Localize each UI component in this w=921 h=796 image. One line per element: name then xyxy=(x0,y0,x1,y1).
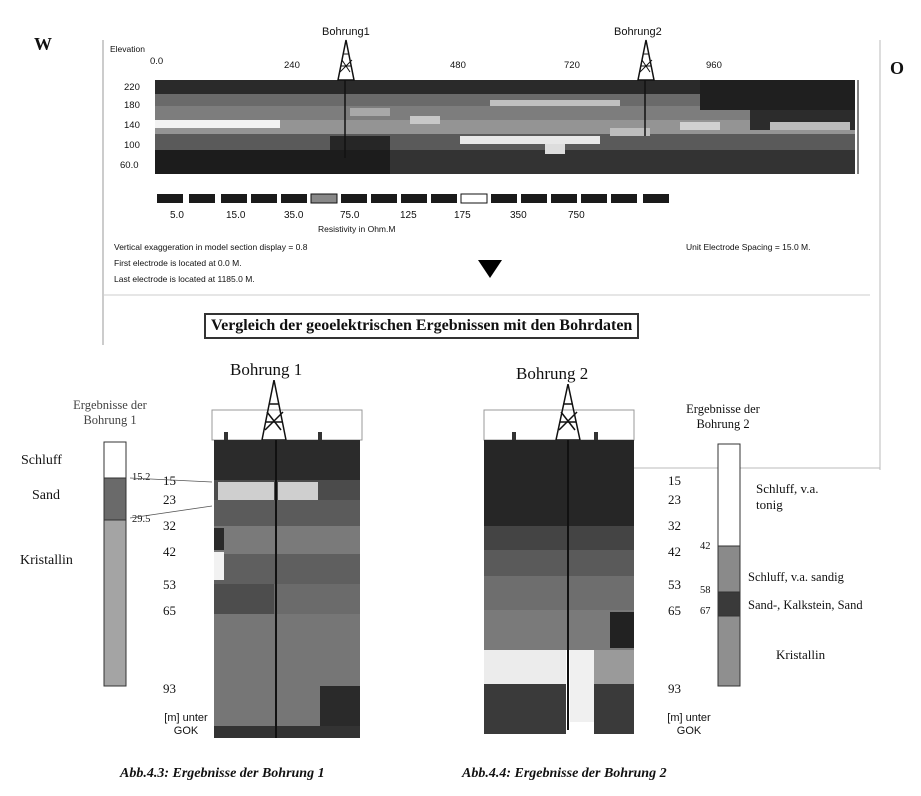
down-arrow-icon xyxy=(478,260,502,278)
legend-value: 175 xyxy=(454,210,471,221)
legend-value: 75.0 xyxy=(340,210,360,221)
bohrung1-depth-tick: 42 xyxy=(163,544,176,559)
bohrung1-layer: Sand xyxy=(32,488,60,503)
bohrung2-result-label: Ergebnisse der Bohrung 2 xyxy=(686,402,760,431)
section-block xyxy=(700,80,855,110)
derrick-icon xyxy=(337,39,355,81)
bohrung1-depth-tick: 23 xyxy=(163,492,176,507)
connector-lines xyxy=(130,477,213,519)
x-tick: 720 xyxy=(564,60,580,71)
section-block xyxy=(330,136,390,150)
bohrung1-unit-label: [m] unter GOK xyxy=(164,712,208,737)
caption-abb-4-3: Abb.4.3: Ergebnisse der Bohrung 1 xyxy=(120,766,325,781)
bohrung2-depth-tick: 32 xyxy=(668,518,681,533)
bohrung1-depth-tick: 32 xyxy=(163,518,176,533)
note-first-electrode: First electrode is located at 0.0 M. xyxy=(114,258,242,268)
legend-value: 350 xyxy=(510,210,527,221)
bohrung2-depth-tick: 23 xyxy=(668,492,681,507)
light-layer xyxy=(545,144,565,154)
comparison-title: Vergleich der geoelektrischen Ergebnisse… xyxy=(204,313,640,339)
note-spacing: Unit Electrode Spacing = 15.0 M. xyxy=(686,242,811,252)
legend-value: 15.0 xyxy=(226,210,246,221)
light-layer xyxy=(610,128,650,136)
bohrung1-layer: Kristallin xyxy=(20,553,73,568)
x-tick: 240 xyxy=(284,60,300,71)
bohrung1-depth-tick: 65 xyxy=(163,603,176,618)
bohrung2-depth-tick: 53 xyxy=(668,577,681,592)
bohrung2-section xyxy=(483,384,635,734)
borehole1-label: Bohrung1 xyxy=(322,26,370,38)
east-label: O xyxy=(890,58,905,78)
bohrung1-section xyxy=(211,380,363,738)
bohrung2-depth-tick: 42 xyxy=(668,544,681,559)
light-layer xyxy=(460,136,600,144)
resistivity-section xyxy=(155,80,859,174)
legend-value: 5.0 xyxy=(170,210,184,221)
borehole2-label: Bohrung2 xyxy=(614,26,662,38)
bohrung2-layer: Kristallin xyxy=(776,647,826,662)
y-tick: 60.0 xyxy=(120,160,139,171)
light-layer xyxy=(350,108,390,116)
resistivity-legend-bar xyxy=(157,193,669,204)
light-layer xyxy=(680,122,720,130)
bohrung1-depth-tick: 93 xyxy=(163,681,176,696)
legend-value: 750 xyxy=(568,210,585,221)
bohrung2-layer: Schluff, v.a. sandig xyxy=(748,570,844,584)
section-block xyxy=(155,150,390,174)
bohrung2-layer: Sand-, Kalkstein, Sand xyxy=(748,598,863,612)
bohrung1-boundary: 15.2 xyxy=(132,472,151,483)
y-tick: 180 xyxy=(124,100,140,111)
light-layer xyxy=(410,116,440,124)
bohrung1-title: Bohrung 1 xyxy=(230,360,303,379)
x-tick: 0.0 xyxy=(150,56,164,67)
west-label: W xyxy=(34,34,52,54)
bohrung1-depth-tick: 53 xyxy=(163,577,176,592)
y-tick: 220 xyxy=(124,82,140,93)
x-tick: 960 xyxy=(706,60,722,71)
x-tick: 480 xyxy=(450,60,466,71)
y-tick: 100 xyxy=(124,140,140,151)
section-band xyxy=(155,106,855,120)
light-layer xyxy=(155,120,280,128)
note-last-electrode: Last electrode is located at 1185.0 M. xyxy=(114,274,255,284)
caption-abb-4-4: Abb.4.4: Ergebnisse der Bohrung 2 xyxy=(462,766,667,781)
light-layer xyxy=(490,100,620,106)
bohrung2-boundary: 67 xyxy=(700,606,711,617)
bohrung2-layer: Schluff, v.a. tonig xyxy=(756,481,819,512)
y-tick: 140 xyxy=(124,120,140,131)
legend-title: Resistivity in Ohm.M xyxy=(318,224,396,234)
bohrung2-boundary: 42 xyxy=(700,541,711,552)
bohrung1-depth-tick: 15 xyxy=(163,473,176,488)
note-exaggeration: Vertical exaggeration in model section d… xyxy=(114,242,308,252)
bohrung2-depth-tick: 93 xyxy=(668,681,681,696)
bohrung2-depth-tick: 15 xyxy=(668,473,681,488)
derrick-icon xyxy=(637,39,655,81)
bohrung2-unit-label: [m] unter GOK xyxy=(667,712,711,737)
bohrung1-result-label: Ergebnisse der Bohrung 1 xyxy=(73,398,147,427)
x-axis-title: Elevation xyxy=(110,44,145,54)
bohrung2-boundary: 58 xyxy=(700,585,711,596)
bohrung2-depth-tick: 65 xyxy=(668,603,681,618)
bohrung1-layer: Schluff xyxy=(21,453,62,468)
bohrung1-log xyxy=(103,441,127,687)
light-layer xyxy=(770,122,850,130)
section-band xyxy=(155,80,855,94)
bohrung1-boundary: 29.5 xyxy=(132,514,151,525)
bohrung2-log xyxy=(717,443,741,687)
bohrung2-title: Bohrung 2 xyxy=(516,364,589,383)
legend-value: 35.0 xyxy=(284,210,304,221)
legend-value: 125 xyxy=(400,210,417,221)
